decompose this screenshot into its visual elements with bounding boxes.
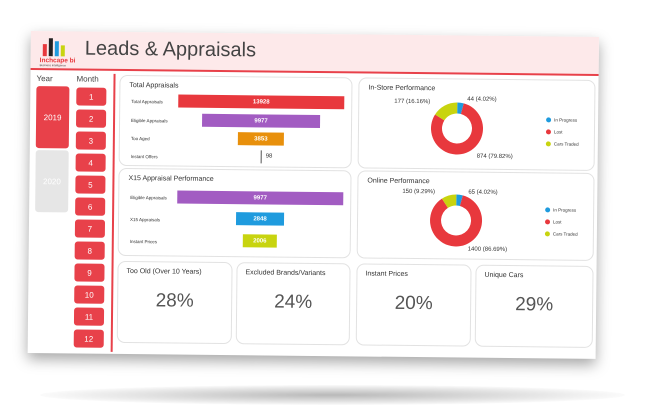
total-appraisals-card[interactable]: Total Appraisals Total Appraisals 13928 …: [118, 74, 353, 169]
logo-tagline: Business Intelligence: [40, 63, 67, 67]
online-donut-chart: [430, 194, 483, 247]
year-slicer-label: Year: [36, 74, 53, 84]
legend-label: Lost: [553, 218, 562, 225]
kpi-title-unique-cars: Unique Cars: [484, 271, 524, 280]
instore-slice-in-progress[interactable]: [457, 102, 464, 114]
month-button-3[interactable]: 3: [75, 131, 106, 150]
legend-item-in-progress: In Progress: [545, 203, 578, 215]
online-title: Online Performance: [367, 177, 430, 186]
legend-label: In Progress: [554, 116, 578, 123]
report-header: Inchcape bi Business Intelligence Leads …: [30, 31, 599, 74]
online-label-lost: 1400 (86.69%): [467, 246, 508, 253]
month-button-5[interactable]: 5: [75, 175, 106, 194]
legend-dot-cars-traded: [544, 230, 550, 236]
kpi-title-too-old: Too Old (Over 10 Years): [126, 268, 202, 276]
inchcape-logo: Inchcape bi Business Intelligence: [40, 38, 76, 67]
online-performance-card[interactable]: Online Performance 150 (9.29%) 65 (4.02%…: [356, 170, 595, 261]
online-slice-cars-traded[interactable]: [441, 194, 457, 208]
month-button-6[interactable]: 6: [75, 197, 106, 216]
legend-item-in-progress: In Progress: [546, 113, 579, 125]
instore-label-lost: 874 (79.82%): [476, 153, 513, 161]
month-button-8[interactable]: 8: [74, 241, 105, 260]
kpi-title-excluded-brands: Excluded Brands/Variants: [245, 269, 326, 278]
funnel-bar-eligible: 9977: [202, 113, 321, 129]
logo-text: Inchcape bi: [40, 57, 76, 64]
legend-dot-lost: [545, 128, 552, 134]
instore-legend: In Progress Lost Cars Traded: [545, 113, 579, 149]
online-slice-in-progress[interactable]: [456, 194, 463, 206]
instore-slice-lost[interactable]: [431, 103, 484, 155]
x15-bar-eligible: 9977: [177, 190, 344, 206]
kpi-card-too-old[interactable]: Too Old (Over 10 Years) 28%: [116, 260, 233, 345]
x15-label-eligible: Eligible Appraisals: [130, 195, 167, 201]
legend-dot-lost: [545, 218, 551, 224]
kpi-card-unique-cars[interactable]: Unique Cars 29%: [474, 264, 594, 348]
funnel-label-too-aged: Too Aged: [130, 136, 150, 142]
x15-label-appraisals: X15 Appraisals: [130, 217, 161, 223]
month-button-1[interactable]: 1: [76, 87, 107, 106]
funnel-value-instant-offers: 98: [265, 153, 273, 160]
report-canvas: Inchcape bi Business Intelligence Leads …: [27, 31, 599, 359]
total-appraisals-title: Total Appraisals: [129, 82, 179, 90]
online-label-in-progress: 65 (4.02%): [468, 189, 498, 196]
legend-label: In Progress: [553, 206, 577, 213]
kpi-value-unique-cars: 29%: [515, 294, 554, 316]
x15-performance-card[interactable]: X15 Appraisal Performance Eligible Appra…: [117, 167, 352, 259]
kpi-card-instant-prices[interactable]: Instant Prices 20%: [355, 263, 472, 347]
kpi-value-too-old: 28%: [155, 290, 194, 312]
month-button-11[interactable]: 11: [73, 307, 105, 326]
slicer-divider: [110, 73, 116, 352]
funnel-bar-instant-offers: [260, 150, 262, 164]
funnel-label-instant-offers: Instant Offers: [130, 154, 158, 160]
month-button-9[interactable]: 9: [74, 263, 105, 282]
instore-donut-chart: [431, 102, 484, 155]
x15-performance-title: X15 Appraisal Performance: [128, 175, 214, 183]
kpi-title-instant-prices: Instant Prices: [365, 270, 408, 278]
year-2020-button[interactable]: 2020: [35, 150, 69, 213]
legend-dot-cars-traded: [545, 140, 551, 146]
year-2019-button[interactable]: 2019: [35, 86, 70, 149]
instore-title: In-Store Performance: [368, 84, 436, 93]
legend-label: Lost: [553, 128, 563, 135]
funnel-label-total: Total Appraisals: [131, 99, 163, 105]
instore-label-in-progress: 44 (4.02%): [467, 96, 497, 103]
instore-label-cars-traded: 177 (16.16%): [394, 98, 431, 106]
month-slicer-label: Month: [76, 74, 99, 84]
funnel-bar-total: 13928: [178, 94, 345, 110]
kpi-card-excluded-brands[interactable]: Excluded Brands/Variants 24%: [235, 262, 351, 346]
month-button-2[interactable]: 2: [75, 109, 107, 128]
instore-slice-cars-traded[interactable]: [435, 102, 458, 121]
legend-item-cars-traded: Cars Traded: [544, 227, 578, 239]
kpi-value-instant-prices: 20%: [394, 292, 433, 315]
legend-label: Cars Traded: [552, 230, 578, 237]
legend-dot-in-progress: [546, 116, 552, 122]
month-button-7[interactable]: 7: [74, 219, 106, 238]
online-label-cars-traded: 150 (9.29%): [402, 188, 436, 196]
legend-label: Cars Traded: [553, 140, 579, 147]
frame-shadow: [40, 385, 625, 405]
legend-item-lost: Lost: [545, 215, 578, 227]
legend-dot-in-progress: [545, 206, 551, 212]
page-title: Leads & Appraisals: [84, 37, 257, 62]
x15-label-instant-prices: Instant Prices: [129, 239, 158, 245]
funnel-bar-too-aged: 3853: [237, 132, 284, 146]
month-button-4[interactable]: 4: [75, 153, 106, 172]
x15-bar-appraisals: 2848: [235, 212, 285, 226]
instore-performance-card[interactable]: In-Store Performance 177 (16.16%) 44 (4.…: [357, 77, 596, 171]
funnel-label-eligible: Eligible Appraisals: [131, 118, 168, 124]
month-button-12[interactable]: 12: [73, 329, 104, 348]
month-button-10[interactable]: 10: [74, 285, 105, 304]
x15-bar-instant-prices: 2006: [242, 234, 277, 248]
kpi-value-excluded-brands: 24%: [274, 291, 313, 313]
legend-item-cars-traded: Cars Traded: [545, 137, 579, 149]
legend-item-lost: Lost: [545, 125, 579, 137]
online-slice-lost[interactable]: [430, 195, 483, 247]
online-legend: In Progress Lost Cars Traded: [544, 203, 578, 239]
